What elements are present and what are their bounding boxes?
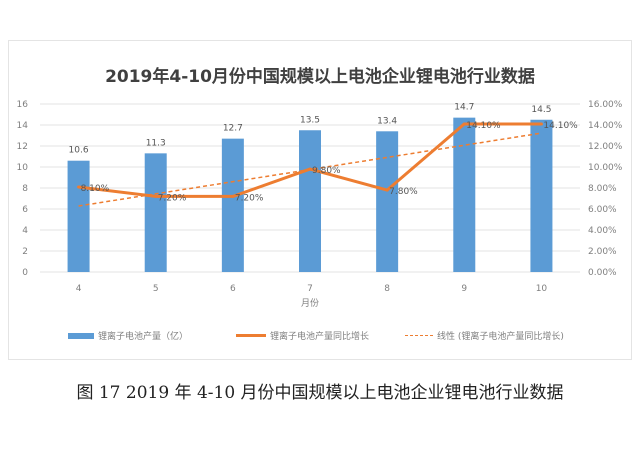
- bar-data-label: 13.5: [300, 115, 320, 125]
- legend-swatch-line: [236, 334, 266, 337]
- line-data-label: 14.10%: [466, 121, 501, 131]
- y-tick-right: 14.00%: [588, 121, 623, 131]
- bar-data-label: 13.4: [377, 116, 397, 126]
- y-tick-right: 10.00%: [588, 163, 623, 173]
- line-data-label: 7.20%: [235, 193, 264, 203]
- chart-title: 2019年4-10月份中国规模以上电池企业锂电池行业数据: [105, 67, 535, 87]
- x-tick: 9: [461, 284, 467, 294]
- line-point: [462, 122, 466, 126]
- y-tick-right: 16.00%: [588, 100, 623, 110]
- bar-data-label: 10.6: [69, 146, 89, 156]
- figure-caption: 图 17 2019 年 4-10 月份中国规模以上电池企业锂电池行业数据: [76, 383, 564, 403]
- y-tick-left: 4: [22, 226, 28, 236]
- line-point: [231, 194, 235, 198]
- y-tick-right: 4.00%: [588, 226, 617, 236]
- line-point: [77, 185, 81, 189]
- line-point: [154, 194, 158, 198]
- x-tick: 10: [536, 284, 548, 294]
- y-tick-left: 16: [17, 100, 29, 110]
- legend-label: 锂离子电池产量（亿）: [98, 332, 189, 342]
- y-tick-right: 2.00%: [588, 247, 617, 257]
- x-tick: 7: [307, 284, 313, 294]
- line-data-label: 7.20%: [158, 193, 187, 203]
- x-tick: 8: [384, 284, 390, 294]
- y-tick-left: 10: [17, 163, 29, 173]
- bar-data-label: 14.5: [531, 105, 551, 115]
- bar: [376, 131, 399, 272]
- y-tick-right: 8.00%: [588, 184, 617, 194]
- line-data-label: 8.10%: [81, 184, 110, 194]
- x-axis-label: 月份: [301, 297, 319, 309]
- bar: [144, 153, 167, 272]
- y-tick-left: 2: [22, 247, 28, 257]
- bar: [453, 117, 476, 273]
- line-data-label: 7.80%: [389, 187, 418, 197]
- legend-label: 锂离子电池产量同比增长: [270, 332, 370, 342]
- y-tick-right: 6.00%: [588, 205, 617, 215]
- x-tick: 4: [76, 284, 82, 294]
- y-tick-left: 8: [22, 184, 28, 194]
- legend-swatch-bar: [68, 332, 94, 339]
- legend-item-trend: 线性 (锂离子电池产量同比增长): [405, 329, 564, 342]
- line-point: [539, 122, 543, 126]
- bar: [299, 130, 321, 272]
- bar: [67, 160, 90, 272]
- y-tick-right: 0.00%: [588, 268, 617, 278]
- bar: [221, 138, 244, 272]
- bar-data-label: 11.3: [146, 138, 166, 148]
- y-tick-left: 14: [17, 121, 29, 131]
- y-tick-left: 12: [17, 142, 28, 152]
- line-point: [385, 188, 389, 192]
- legend-swatch-trend: [405, 335, 433, 336]
- bar-data-label: 14.7: [454, 103, 474, 113]
- y-tick-right: 12.00%: [588, 142, 623, 152]
- line-data-label: 14.10%: [543, 121, 578, 131]
- legend-label: 线性 (锂离子电池产量同比增长): [437, 332, 564, 342]
- legend-item-line: 锂离子电池产量同比增长: [236, 329, 369, 342]
- chart-plot: 0 2 4 6 8 10 12 14 16 0.00% 2.00% 4.00% 6.00% 8.00% 10…: [17, 100, 623, 309]
- bar-data-label: 12.7: [223, 124, 243, 134]
- y-tick-left: 0: [22, 268, 28, 278]
- x-tick: 6: [230, 284, 236, 294]
- line-data-label: 9.80%: [312, 166, 341, 176]
- legend-item-bar: 锂离子电池产量（亿）: [68, 329, 188, 342]
- y-tick-left: 6: [22, 205, 28, 215]
- x-tick: 5: [153, 284, 159, 294]
- line-point: [308, 167, 312, 171]
- bar: [530, 119, 553, 272]
